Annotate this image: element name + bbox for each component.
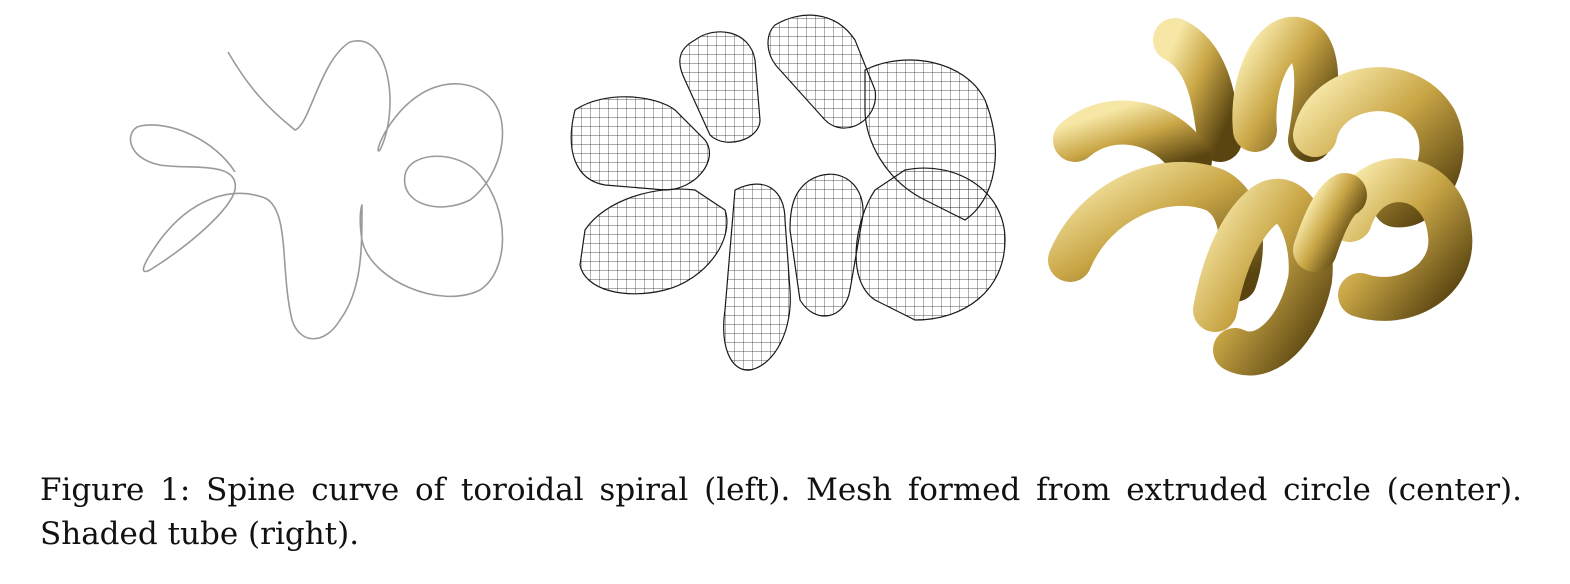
- figure-caption: Figure 1: Spine curve of toroidal spiral…: [40, 472, 1522, 552]
- wireframe-mesh-illustration: [570, 14, 1006, 371]
- shaded-tube-panel: [1015, 0, 1485, 400]
- spine-curve: [129, 40, 504, 340]
- shaded-tube: [1048, 17, 1473, 376]
- mesh-panel: [545, 0, 1015, 400]
- spine-curve-panel: [100, 0, 520, 360]
- spine-curve-illustration: [129, 40, 504, 340]
- mesh-tube: [570, 14, 1006, 371]
- figure-image-row: [100, 0, 1485, 400]
- shaded-tube-illustration: [1048, 17, 1473, 376]
